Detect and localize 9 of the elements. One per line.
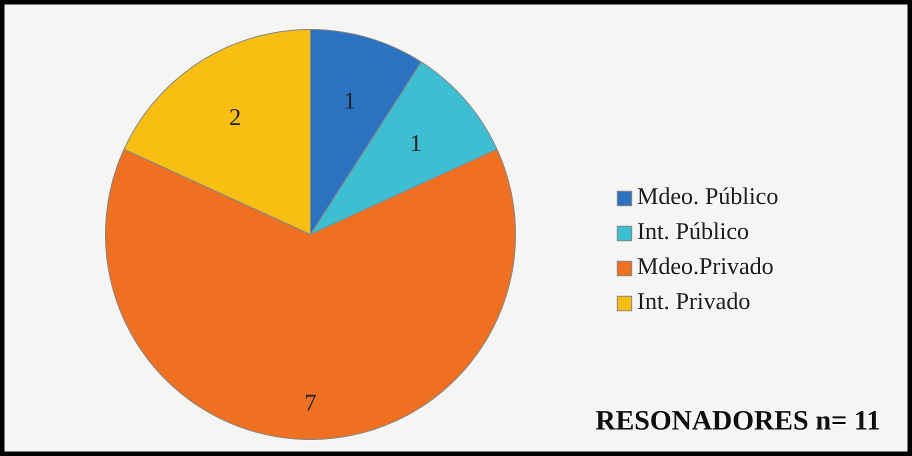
legend-label: Mdeo. Público (637, 184, 778, 211)
data-label: 7 (304, 390, 316, 417)
data-label: 1 (344, 88, 356, 115)
data-label: 2 (229, 105, 242, 132)
legend-label: Int. Público (637, 219, 749, 246)
legend-label: Mdeo.Privado (637, 254, 774, 281)
text: RESONADORES n= 11 (595, 406, 880, 436)
data-label: 1 (410, 131, 422, 158)
legend-label: Int. Privado (637, 289, 750, 316)
